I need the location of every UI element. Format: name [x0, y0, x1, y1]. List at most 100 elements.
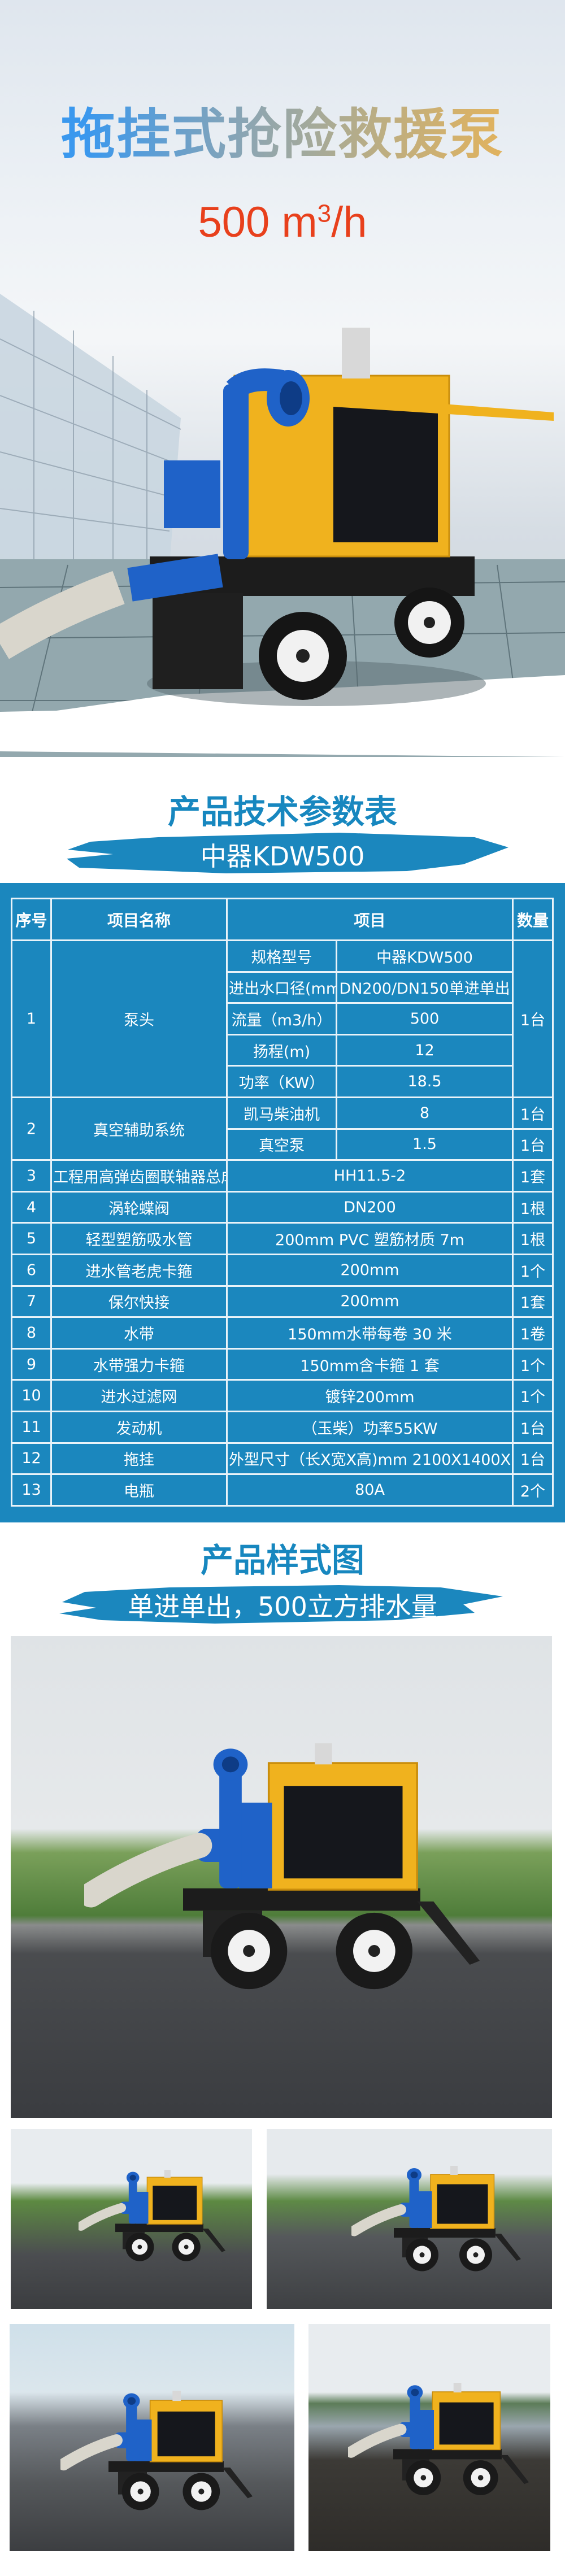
- cell-name: 工程用高弹齿圈联轴器总成: [50, 1159, 228, 1193]
- table-header-row: 序号 项目名称 项目 数量: [11, 898, 554, 941]
- table-row: 功率（KW） 18.5: [12, 1065, 553, 1098]
- cell-name: 水带: [50, 1316, 228, 1350]
- cell-item: （玉柴）功率55KW: [225, 1410, 514, 1444]
- table-row: 7 保尔快接 200mm 1套: [11, 1285, 554, 1319]
- spec-section-title: 产品技术参数表: [167, 793, 397, 831]
- table-row: 11 发动机 （玉柴）功率55KW 1台: [11, 1410, 554, 1444]
- flow-unit: /h: [331, 198, 367, 246]
- cell-item: 200mm: [225, 1253, 514, 1287]
- cell-name: 保尔快接: [50, 1285, 228, 1319]
- cell-qty: 1套: [512, 1159, 554, 1193]
- cell-no: 7: [11, 1285, 52, 1319]
- cell-value: DN200/DN150单进单出: [335, 971, 514, 1004]
- cell-label: 进出水口径(mm): [226, 971, 337, 1004]
- cell-name: 发动机: [50, 1410, 228, 1444]
- pump-trailer-image: [0, 328, 554, 706]
- cell-name: 电瓶: [50, 1473, 228, 1507]
- cell-qty: 1台: [512, 1096, 554, 1130]
- cell-label: 流量（m3/h）: [226, 1002, 337, 1035]
- table-row: 10 进水过滤网 镀锌200mm 1个: [11, 1379, 554, 1412]
- cell-name: 进水管老虎卡箍: [50, 1253, 228, 1287]
- cell-name: 泵头: [50, 939, 228, 1098]
- cell-qty: 1套: [512, 1285, 554, 1319]
- cell-no: 9: [11, 1347, 52, 1381]
- cell-no: 10: [11, 1379, 52, 1412]
- cell-item: 200mm PVC 塑筋材质 7m: [225, 1222, 514, 1255]
- cell-item: DN200: [225, 1190, 514, 1224]
- cell-item: 80A: [225, 1473, 514, 1507]
- cell-name: 水带强力卡箍: [50, 1347, 228, 1381]
- product-photo-road-rear: [11, 2129, 252, 2309]
- table-row: 3 工程用高弹齿圈联轴器总成 HH11.5-2 1套: [11, 1159, 554, 1193]
- table-row: 2 真空辅助系统 凯马柴油机 8 1台: [11, 1096, 554, 1161]
- cell-no: 5: [11, 1222, 52, 1255]
- cell-value: 500: [335, 1002, 514, 1035]
- table-row: 扬程(m) 12: [12, 1033, 553, 1067]
- cell-qty: 1卷: [512, 1316, 554, 1350]
- cell-label: 真空泵: [226, 1128, 337, 1161]
- brush-stroke-banner: [59, 1585, 503, 1624]
- cell-name: 真空辅助系统: [50, 1096, 228, 1161]
- cell-qty: 1台: [512, 1128, 554, 1161]
- product-photo-road-side: [267, 2129, 552, 2309]
- cell-label: 规格型号: [226, 939, 337, 973]
- cell-qty: 1个: [512, 1347, 554, 1381]
- cell-qty: 1根: [512, 1222, 554, 1255]
- spec-table: 序号 项目名称 项目 数量 1 泵头 规格型号 中器KDW500 1台 进出水口…: [11, 898, 554, 1507]
- cell-name: 进水过滤网: [50, 1379, 228, 1412]
- cell-qty: 1台: [512, 939, 554, 1098]
- table-row: 9 水带强力卡箍 150mm含卡箍 1 套 1个: [11, 1347, 554, 1381]
- cell-no: 13: [11, 1473, 52, 1507]
- header-item: 项目: [225, 898, 514, 941]
- hero-flow-rate: 500 m3/h: [0, 198, 565, 247]
- product-photo-front: [10, 2324, 294, 2551]
- table-row: 4 涡轮蝶阀 DN200 1根: [11, 1190, 554, 1224]
- cell-no: 4: [11, 1190, 52, 1224]
- cell-label: 凯马柴油机: [226, 1096, 337, 1130]
- table-row: 8 水带 150mm水带每卷 30 米 1卷: [11, 1316, 554, 1350]
- table-row: 6 进水管老虎卡箍 200mm 1个: [11, 1253, 554, 1287]
- cell-label: 功率（KW）: [226, 1065, 337, 1098]
- cell-no: 12: [11, 1442, 52, 1476]
- flow-value: 500 m: [198, 198, 318, 246]
- cell-qty: 1个: [512, 1379, 554, 1412]
- cell-label: 扬程(m): [226, 1033, 337, 1067]
- cell-qty: 1根: [512, 1190, 554, 1224]
- gallery-section-title: 产品样式图: [200, 1541, 364, 1579]
- cell-no: 6: [11, 1253, 52, 1287]
- hero-banner: 拖挂式抢险救援泵 500 m3/h: [0, 0, 565, 757]
- cell-value: 中器KDW500: [335, 939, 514, 973]
- table-row: 5 轻型塑筋吸水管 200mm PVC 塑筋材质 7m 1根: [11, 1222, 554, 1255]
- cell-qty: 1个: [512, 1253, 554, 1287]
- gallery-banner: 单进单出，500立方排水量: [128, 1591, 437, 1622]
- cell-no: 11: [11, 1410, 52, 1444]
- cell-name: 涡轮蝶阀: [50, 1190, 228, 1224]
- table-row: 1 泵头 规格型号 中器KDW500 1台: [11, 939, 554, 1098]
- table-row: 进出水口径(mm) DN200/DN150单进单出: [12, 971, 553, 1004]
- model-banner: 中器KDW500: [200, 841, 365, 872]
- header-no: 序号: [11, 898, 52, 941]
- cell-item: 外型尺寸（长X宽X高)mm 2100X1400X2500: [225, 1442, 514, 1476]
- header-qty: 数量: [512, 898, 554, 941]
- product-photo-main: [11, 1636, 552, 2118]
- brush-stroke-banner: [67, 833, 508, 873]
- table-row: 13 电瓶 80A 2个: [11, 1473, 554, 1507]
- cell-value: 12: [335, 1033, 514, 1067]
- cell-value: 18.5: [335, 1065, 514, 1098]
- hero-title: 拖挂式抢险救援泵: [0, 90, 565, 169]
- cell-item: 150mm水带每卷 30 米: [225, 1316, 514, 1350]
- table-row: 流量（m3/h） 500: [12, 1002, 553, 1035]
- cell-value: 8: [335, 1096, 514, 1130]
- cell-no: 1: [11, 939, 52, 1098]
- cell-qty: 1台: [512, 1410, 554, 1444]
- header-name: 项目名称: [50, 898, 228, 941]
- flow-superscript: 3: [317, 199, 332, 228]
- cell-item: 150mm含卡箍 1 套: [225, 1347, 514, 1381]
- cell-name: 拖挂: [50, 1442, 228, 1476]
- cell-qty: 2个: [512, 1473, 554, 1507]
- cell-name: 轻型塑筋吸水管: [50, 1222, 228, 1255]
- cell-no: 8: [11, 1316, 52, 1350]
- cell-no: 2: [11, 1096, 52, 1161]
- cell-item: 镀锌200mm: [225, 1379, 514, 1412]
